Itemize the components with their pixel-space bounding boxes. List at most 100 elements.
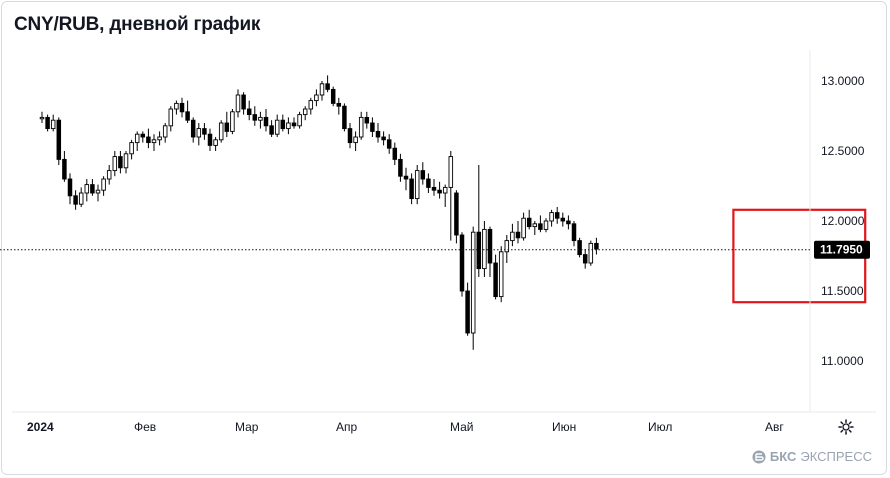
candle	[403, 167, 409, 191]
candles-layer	[39, 75, 867, 350]
candle	[325, 75, 330, 93]
candle-body	[375, 130, 381, 138]
candle-body	[454, 192, 459, 236]
x-tick-label: Июл	[648, 420, 672, 434]
candle-body	[90, 184, 95, 194]
candle-body	[291, 122, 297, 127]
candle	[185, 100, 190, 123]
candle-body	[442, 186, 448, 194]
candle-body	[151, 139, 157, 144]
candle-body	[560, 217, 566, 222]
candle-body	[549, 212, 554, 222]
candle	[493, 254, 498, 300]
candle	[168, 106, 174, 132]
candle	[319, 81, 325, 101]
candle	[347, 123, 353, 149]
candle-body	[403, 175, 409, 180]
candle-body	[386, 139, 392, 149]
candle	[364, 111, 370, 129]
candle-body	[510, 231, 515, 242]
candle-body	[241, 94, 246, 110]
candle	[224, 111, 230, 137]
candle-body	[465, 290, 470, 334]
candle-body	[543, 220, 549, 230]
candle	[549, 209, 554, 227]
candle	[521, 212, 526, 241]
y-tick-label: 12.5000	[821, 144, 865, 158]
candle	[594, 237, 599, 255]
last-price-label: 11.7950	[820, 243, 863, 257]
candle-body	[263, 116, 269, 127]
candle-body	[235, 94, 241, 113]
candle-body	[269, 125, 274, 135]
candle	[571, 221, 577, 247]
candle	[336, 97, 342, 115]
candle	[190, 117, 196, 143]
candle-body	[314, 94, 319, 102]
candle-body	[571, 223, 577, 242]
candle-body	[594, 242, 599, 250]
candle-body	[319, 83, 325, 96]
gear-icon[interactable]	[838, 419, 854, 435]
candle	[342, 103, 347, 132]
candle	[308, 97, 314, 115]
candle	[140, 131, 146, 143]
candle	[78, 187, 84, 207]
candle-body	[336, 102, 342, 107]
candle-body	[381, 136, 386, 141]
candle	[269, 120, 274, 137]
candle-body	[207, 133, 213, 146]
candle-body	[476, 231, 482, 270]
candle-body	[342, 105, 347, 130]
candle	[426, 173, 431, 193]
candle	[162, 123, 168, 143]
y-tick-label: 12.0000	[821, 214, 865, 228]
brand-name: ЭКСПРЕСС	[800, 449, 872, 464]
x-tick-label: Авг	[765, 420, 784, 434]
brand-prefix: БКС	[769, 449, 797, 464]
candle	[112, 151, 118, 177]
candle	[554, 207, 560, 224]
x-tick-label: Фев	[134, 420, 156, 434]
candle	[454, 190, 459, 244]
candle	[302, 106, 308, 121]
x-tick-label: Июн	[552, 420, 576, 434]
candle-body	[45, 116, 50, 130]
candle-body	[538, 223, 543, 230]
candle-body	[448, 156, 454, 188]
candle	[213, 137, 218, 151]
candle	[246, 100, 252, 121]
candle-body	[347, 128, 353, 144]
candle-body	[95, 189, 101, 194]
candle-body	[280, 119, 286, 130]
candle-body	[353, 136, 358, 144]
candle-body	[358, 116, 364, 138]
candle	[314, 89, 319, 107]
candle	[538, 215, 543, 233]
candle-body	[39, 116, 45, 120]
candle	[358, 111, 364, 140]
candle	[84, 179, 90, 202]
candle	[487, 226, 493, 277]
candle	[218, 120, 224, 143]
candle	[286, 117, 291, 135]
x-tick-label: Май	[450, 420, 474, 434]
candle	[577, 237, 582, 258]
candle-body	[140, 133, 146, 138]
candle	[370, 117, 375, 137]
candle-body	[532, 223, 538, 228]
candle-body	[218, 122, 224, 141]
candle	[157, 131, 162, 146]
candle	[431, 179, 437, 196]
candle	[118, 151, 123, 174]
candle-body	[554, 212, 560, 219]
candle	[442, 184, 448, 207]
candle	[543, 218, 549, 233]
candle-body	[62, 158, 67, 180]
candle-body	[134, 133, 140, 144]
candle	[196, 123, 202, 146]
candle-body	[297, 114, 302, 127]
candle-body	[437, 189, 442, 194]
candle-body	[420, 170, 426, 180]
